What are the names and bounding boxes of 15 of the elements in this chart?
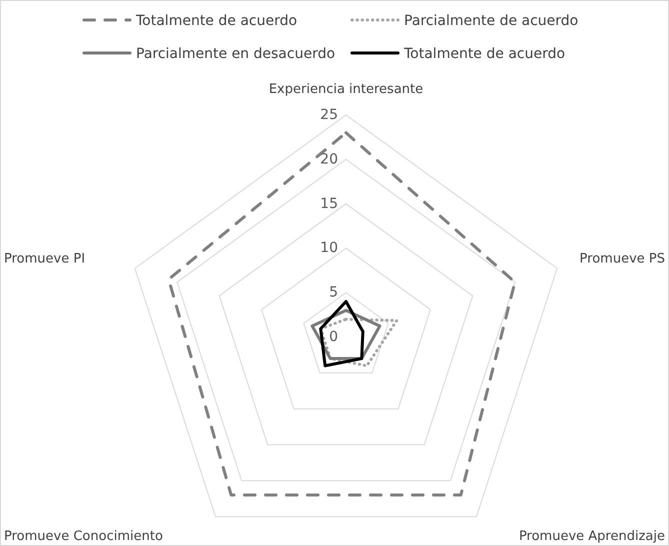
y-tick-label: 20 bbox=[320, 151, 338, 168]
y-tick-label: 15 bbox=[320, 196, 338, 212]
y-tick-label: 5 bbox=[329, 284, 338, 301]
spoke-label: Promueve Conocimiento bbox=[4, 529, 163, 544]
legend-label: Totalmente de acuerdo bbox=[135, 13, 298, 29]
spoke-label: Promueve PI bbox=[4, 251, 86, 266]
legend-label: Parcialmente en desacuerdo bbox=[136, 46, 336, 62]
y-tick-label: 10 bbox=[320, 240, 338, 256]
spoke-label: Promueve PS bbox=[580, 251, 665, 266]
y-tick-label: 0 bbox=[329, 329, 338, 345]
spoke-label: Experiencia interesante bbox=[268, 82, 424, 97]
y-tick-label: 25 bbox=[320, 107, 338, 123]
spoke-label: Promueve Aprendizaje bbox=[518, 529, 665, 544]
legend-label: Parcialmente de acuerdo bbox=[404, 13, 578, 29]
legend-label: Totalmente de acuerdo bbox=[403, 46, 566, 62]
